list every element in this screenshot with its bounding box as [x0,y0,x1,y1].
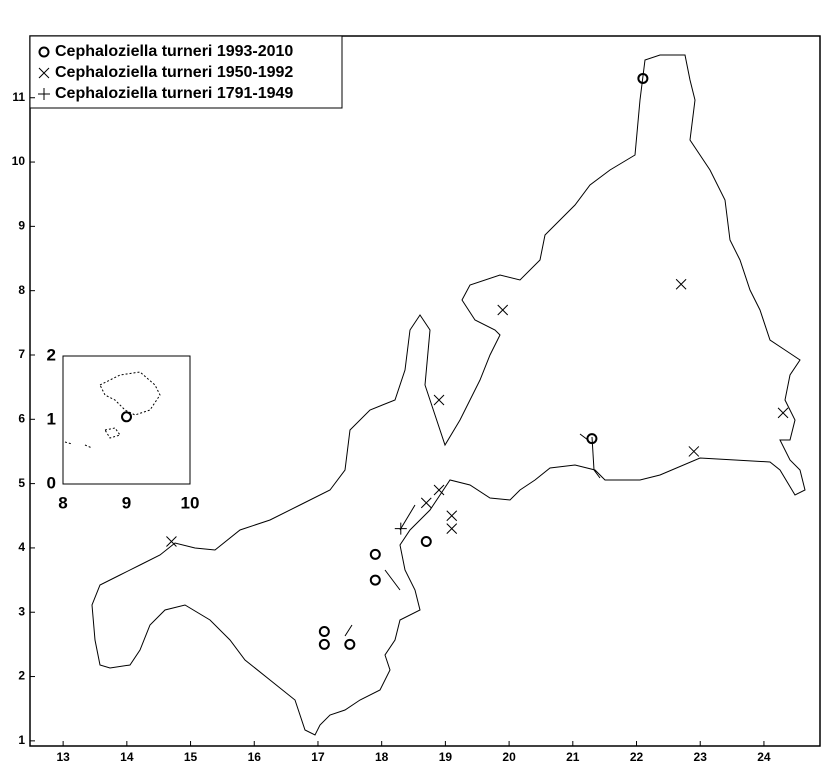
marker-circle [369,574,381,586]
y-tick-label: 1 [18,733,25,747]
x-tick-label: 14 [120,750,134,764]
marker-circle [420,535,432,547]
x-tick-label: 24 [757,750,771,764]
marker-circle [318,626,330,638]
marker-x [433,484,445,496]
legend-label: Cephaloziella turneri 1993-2010 [55,43,293,60]
coastline [91,54,806,736]
x-tick-label: 9 [122,493,131,512]
marker-circle [637,72,649,84]
marker-x [420,497,432,509]
x-tick-label: 19 [439,750,453,764]
marker-x [446,510,458,522]
y-tick-label: 2 [18,669,25,683]
y-tick-label: 3 [18,604,25,618]
marker-circle [369,548,381,560]
y-tick-label: 2 [47,345,56,364]
y-tick-label: 7 [18,347,25,361]
marker-circle [38,46,50,58]
y-tick-label: 11 [12,90,25,104]
x-tick-label: 17 [311,750,325,764]
y-tick-label: 9 [18,219,25,233]
marker-x [777,407,789,419]
plot-frame [29,35,821,747]
marker-circle [318,638,330,650]
x-tick-label: 23 [694,750,708,764]
marker-circle [121,411,132,423]
legend-label: Cephaloziella turneri 1950-1992 [55,64,293,81]
x-tick-label: 18 [375,750,389,764]
marker-x [166,536,177,547]
marker-x [38,67,50,79]
y-tick-label: 6 [18,411,25,425]
x-tick-label: 22 [630,750,644,764]
y-tick-label: 4 [18,540,25,554]
marker-circle [586,433,598,445]
legend-label: Cephaloziella turneri 1791-1949 [55,85,293,102]
y-tick-label: 10 [12,154,26,168]
y-tick-label: 8 [18,283,25,297]
x-tick-label: 8 [58,493,67,512]
marker-x [497,304,509,316]
x-tick-label: 15 [184,750,198,764]
x-tick-label: 21 [566,750,580,764]
marker-x [688,446,700,457]
legend-box [29,35,343,109]
x-tick-label: 13 [56,750,70,764]
marker-x [446,523,458,534]
x-tick-label: 20 [502,750,516,764]
y-tick-label: 1 [47,409,56,428]
x-tick-label: 10 [181,493,200,512]
x-tick-label: 16 [248,750,262,764]
y-tick-label: 5 [18,476,25,490]
marker-plus [394,522,407,535]
marker-circle [344,638,356,650]
inset-frame [62,355,191,485]
marker-x [675,278,687,290]
marker-plus [38,88,50,100]
marker-x [433,394,445,406]
y-tick-label: 0 [47,473,56,492]
